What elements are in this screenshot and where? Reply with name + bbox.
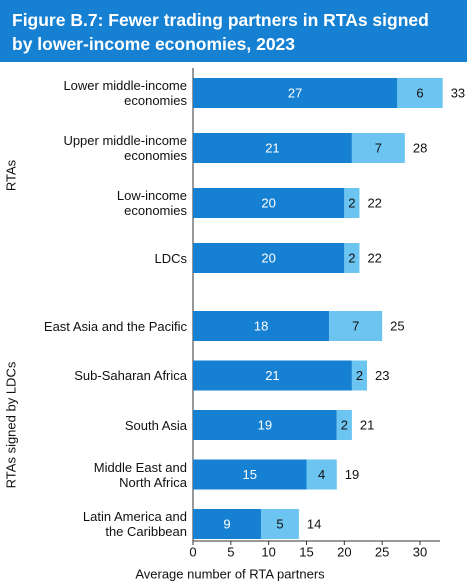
value-label: 21 (265, 140, 279, 155)
x-tick-label: 25 (375, 544, 389, 559)
bar-segment (193, 133, 352, 163)
total-label: 14 (307, 516, 321, 531)
value-label: 20 (261, 195, 275, 210)
y-tick-label: LDCs (154, 250, 187, 266)
bar-segment (351, 133, 405, 163)
value-label: 20 (261, 250, 275, 265)
value-label: 2 (348, 195, 355, 210)
y-tick-label: South Asia (124, 417, 187, 433)
total-label: 19 (345, 467, 359, 482)
bar-segment (344, 188, 360, 218)
x-tick-label: 10 (261, 544, 275, 559)
title-banner: Figure B.7: Fewer trading partners in RT… (0, 0, 467, 62)
x-tick-label: 0 (189, 544, 196, 559)
value-label: 9 (223, 516, 230, 531)
bar-segment (193, 360, 352, 391)
value-label: 7 (352, 318, 359, 333)
total-label: 28 (413, 140, 427, 155)
bar-segment (193, 188, 345, 218)
value-label: 21 (265, 368, 279, 383)
x-tick-label: 15 (299, 544, 313, 559)
total-label: 23 (375, 368, 389, 383)
value-label: 2 (341, 417, 348, 432)
value-label: 15 (243, 467, 257, 482)
y-tick-label: Low-income economies (116, 188, 187, 218)
x-tick-label: 30 (413, 544, 427, 559)
total-label: 25 (390, 318, 404, 333)
bar-segment (329, 311, 383, 341)
bar-segment (193, 509, 262, 539)
bar-segment (193, 311, 330, 341)
bar-segment (193, 410, 337, 440)
value-label: 27 (288, 85, 302, 100)
value-label: 2 (356, 368, 363, 383)
bar-segment (193, 459, 307, 490)
value-label: 5 (276, 516, 283, 531)
value-label: 19 (258, 417, 272, 432)
group-label: RTAs signed by LDCs (3, 361, 18, 488)
bar-segment (193, 78, 398, 108)
x-tick-label: 5 (227, 544, 234, 559)
y-tick-label: Lower middle-income economies (63, 78, 187, 108)
y-tick-label: Upper middle-income economies (63, 133, 187, 163)
total-label: 22 (367, 195, 381, 210)
value-label: 7 (375, 140, 382, 155)
value-label: 18 (254, 318, 268, 333)
y-tick-label: Latin America and the Caribbean (82, 509, 187, 539)
y-tick-label: Sub-Saharan Africa (74, 368, 187, 383)
y-tick-label: Middle East and North Africa (93, 459, 187, 490)
value-label: 2 (348, 250, 355, 265)
bar-segment (336, 410, 352, 440)
x-axis-title: Average number of RTA partners (135, 566, 325, 581)
bar-segment (193, 243, 345, 273)
y-tick-label: East Asia and the Pacific (43, 318, 187, 334)
value-label: 6 (416, 85, 423, 100)
bar-segment (351, 360, 368, 391)
bar-segment (306, 459, 337, 490)
total-label: 22 (367, 250, 381, 265)
total-label: 33 (451, 85, 465, 100)
bar-segment (397, 78, 443, 108)
total-label: 21 (360, 417, 374, 432)
chart-title: Figure B.7: Fewer trading partners in RT… (12, 10, 429, 54)
bar-segment (344, 243, 360, 273)
group-label: RTAs (3, 159, 18, 191)
bar-segment (261, 509, 299, 539)
value-label: 4 (318, 467, 325, 482)
x-tick-label: 20 (337, 544, 351, 559)
